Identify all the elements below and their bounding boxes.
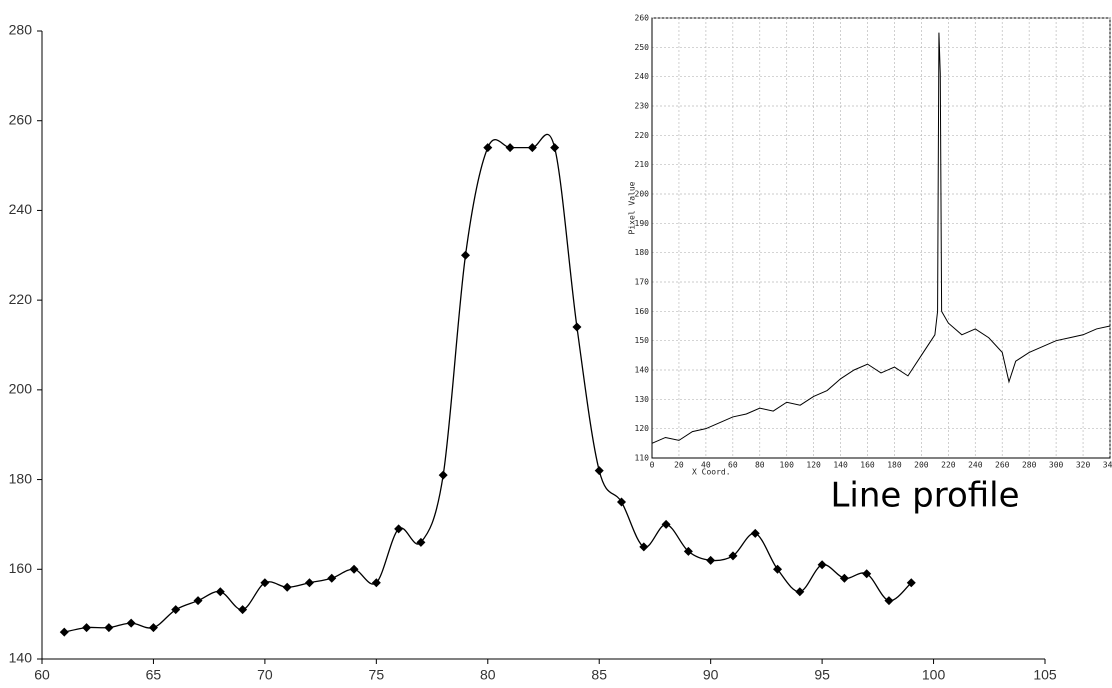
x-tick-label: 95 [814, 667, 830, 683]
marker [773, 564, 783, 574]
x-tick-label: 80 [480, 667, 496, 683]
marker [371, 578, 381, 588]
marker [817, 560, 827, 570]
marker [483, 143, 493, 153]
y-tick-label: 230 [635, 102, 650, 111]
x-tick-label: 220 [941, 461, 956, 470]
marker [171, 605, 181, 615]
y-tick-label: 120 [635, 424, 650, 433]
y-tick-label: 210 [635, 160, 650, 169]
marker [706, 555, 716, 565]
marker [617, 497, 627, 507]
marker [906, 578, 916, 588]
x-tick-label: 90 [703, 667, 719, 683]
marker [728, 551, 738, 561]
marker [148, 623, 158, 633]
inset-frame [651, 17, 1111, 459]
y-tick-label: 180 [635, 248, 650, 257]
marker [862, 569, 872, 579]
marker [282, 582, 292, 592]
x-tick-label: 300 [1049, 461, 1064, 470]
x-tick-label: 200 [914, 461, 929, 470]
y-tick-label: 200 [635, 190, 650, 199]
marker [527, 143, 537, 153]
x-tick-label: 160 [860, 461, 875, 470]
inset-title: Line profile [830, 476, 1019, 516]
marker [215, 587, 225, 597]
y-tick-label: 140 [9, 650, 33, 666]
y-tick-label: 160 [635, 307, 650, 316]
x-tick-label: 280 [1022, 461, 1037, 470]
y-tick-label: 140 [635, 366, 650, 375]
marker [193, 596, 203, 606]
marker [238, 605, 248, 615]
x-tick-label: 0 [650, 461, 655, 470]
x-tick-label: 20 [674, 461, 684, 470]
x-tick-label: 260 [995, 461, 1010, 470]
marker [683, 546, 693, 556]
x-tick-label: 140 [833, 461, 848, 470]
marker [795, 587, 805, 597]
y-tick-label: 250 [635, 43, 650, 52]
y-tick-label: 200 [9, 381, 33, 397]
x-tick-label: 85 [591, 667, 607, 683]
y-tick-label: 190 [635, 219, 650, 228]
x-tick-label: 40 [701, 461, 711, 470]
marker [327, 573, 337, 583]
y-tick-label: 220 [9, 291, 33, 307]
y-tick-label: 260 [635, 14, 650, 23]
marker [126, 618, 136, 628]
x-tick-label: 80 [755, 461, 765, 470]
marker [394, 524, 404, 534]
y-axis-label: Pixel Value [628, 181, 637, 234]
x-tick-label: 240 [968, 461, 983, 470]
marker [59, 627, 69, 637]
x-tick-label: 60 [34, 667, 50, 683]
x-tick-label: 180 [887, 461, 902, 470]
y-tick-label: 180 [9, 470, 33, 486]
marker [505, 143, 515, 153]
marker [550, 143, 560, 153]
y-tick-label: 130 [635, 395, 650, 404]
line [651, 32, 1111, 444]
y-tick-label: 150 [635, 336, 650, 345]
y-tick-label: 280 [9, 22, 33, 38]
marker [438, 470, 448, 480]
y-tick-label: 160 [9, 560, 33, 576]
marker [639, 542, 649, 552]
y-tick-label: 240 [9, 201, 33, 217]
x-tick-label: 70 [257, 667, 273, 683]
x-tick-label: 100 [922, 667, 946, 683]
x-tick-label: 60 [728, 461, 738, 470]
marker [304, 578, 314, 588]
y-tick-label: 110 [635, 454, 650, 463]
y-tick-label: 220 [635, 131, 650, 140]
x-tick-label: 65 [146, 667, 162, 683]
marker [104, 623, 114, 633]
x-tick-label: 120 [806, 461, 821, 470]
marker [884, 596, 894, 606]
x-axis-label: X Coord. [692, 468, 731, 477]
x-tick-label: 75 [369, 667, 385, 683]
y-tick-label: 240 [635, 72, 650, 81]
x-tick-label: 320 [1076, 461, 1091, 470]
y-tick-label: 170 [635, 278, 650, 287]
x-tick-label: 100 [779, 461, 794, 470]
y-tick-label: 260 [9, 111, 33, 127]
marker [82, 623, 92, 633]
marker [416, 537, 426, 547]
marker [260, 578, 270, 588]
x-tick-label: 340 [1103, 461, 1112, 470]
x-tick-label: 105 [1033, 667, 1057, 683]
marker [349, 564, 359, 574]
marker [839, 573, 849, 583]
marker [572, 322, 582, 332]
marker [594, 466, 604, 476]
marker [661, 519, 671, 529]
marker [460, 250, 470, 260]
marker [750, 528, 760, 538]
